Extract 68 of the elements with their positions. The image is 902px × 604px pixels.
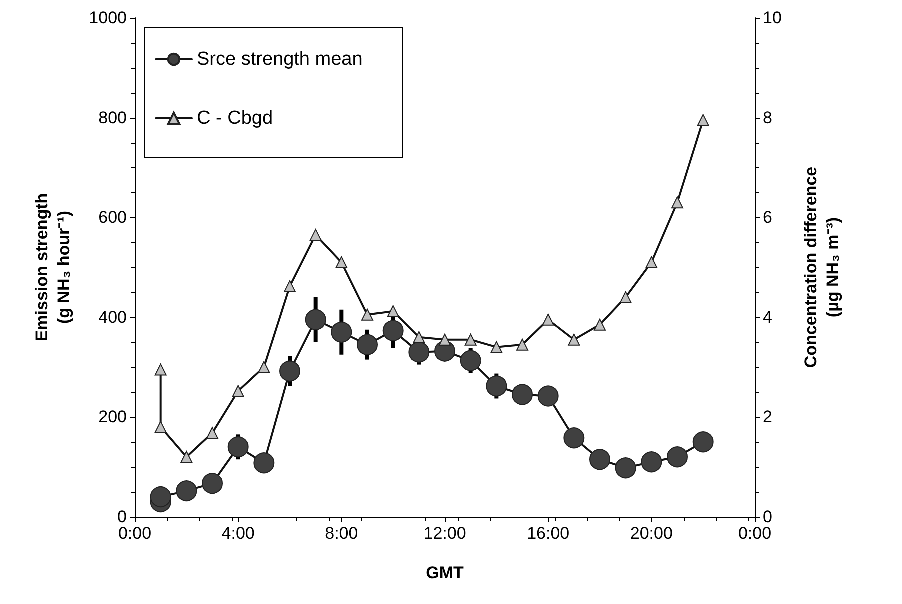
point bbox=[280, 360, 300, 382]
x-tick-label: 0:00 bbox=[118, 524, 152, 543]
y2-axis-title: Concentration difference (µg NH₃ m⁻³) bbox=[802, 166, 842, 368]
x-tick-label: 16:00 bbox=[527, 524, 570, 543]
point bbox=[490, 341, 503, 354]
point bbox=[542, 314, 554, 326]
point bbox=[202, 473, 223, 494]
point bbox=[258, 361, 270, 374]
y2-tick-label: 10 bbox=[763, 8, 782, 28]
point bbox=[464, 334, 477, 346]
y2-tick-label: 6 bbox=[763, 208, 772, 228]
y-tick-label: 400 bbox=[98, 308, 127, 327]
y-tick-label: 0 bbox=[118, 508, 127, 526]
point bbox=[697, 114, 710, 126]
point bbox=[362, 308, 374, 321]
y2-tick-label: 4 bbox=[763, 308, 772, 327]
point bbox=[154, 364, 167, 376]
y-tick-label: 800 bbox=[98, 108, 127, 128]
point bbox=[516, 338, 528, 351]
point bbox=[310, 229, 322, 242]
point bbox=[387, 305, 400, 318]
y-axis-title: Emission strength (g NH₃ hour⁻¹) bbox=[32, 193, 74, 342]
point bbox=[382, 320, 404, 342]
y2-tick-label: 8 bbox=[763, 108, 772, 128]
x-axis-title: GMT bbox=[426, 564, 464, 582]
point bbox=[692, 432, 714, 453]
y-tick-label: 200 bbox=[98, 408, 127, 427]
point bbox=[615, 458, 636, 479]
point bbox=[284, 280, 296, 292]
x-tick-label: 4:00 bbox=[222, 524, 255, 543]
point bbox=[672, 196, 684, 209]
point bbox=[641, 452, 662, 473]
point bbox=[460, 350, 482, 372]
point bbox=[512, 384, 533, 406]
x-tick-label: 0:00 bbox=[738, 524, 772, 543]
point bbox=[646, 256, 658, 269]
point bbox=[439, 334, 451, 346]
point bbox=[564, 428, 585, 449]
point bbox=[336, 256, 348, 269]
point bbox=[594, 318, 606, 331]
x-tick-label: 12:00 bbox=[424, 524, 466, 543]
point bbox=[538, 386, 559, 407]
point bbox=[180, 451, 193, 464]
point bbox=[154, 421, 167, 434]
point bbox=[568, 334, 580, 346]
point bbox=[305, 309, 326, 330]
point bbox=[667, 446, 688, 468]
point bbox=[620, 291, 632, 304]
x-tick-label: 20:00 bbox=[630, 524, 673, 543]
point bbox=[413, 331, 426, 344]
x-tick-label: 8:00 bbox=[325, 524, 358, 543]
legend-label: Srce strength mean bbox=[197, 49, 363, 70]
point bbox=[176, 480, 198, 502]
point bbox=[331, 322, 352, 343]
point bbox=[228, 436, 249, 458]
point bbox=[206, 427, 218, 440]
y2-tick-label: 0 bbox=[763, 508, 772, 526]
legend-label: C - Cbgd bbox=[197, 108, 274, 129]
point bbox=[408, 342, 430, 363]
point bbox=[232, 385, 244, 398]
y-tick-label: 600 bbox=[98, 208, 127, 228]
point bbox=[150, 486, 172, 508]
point bbox=[590, 449, 610, 470]
y2-tick-label: 2 bbox=[763, 408, 772, 427]
point bbox=[486, 376, 508, 397]
y-tick-label: 1000 bbox=[89, 8, 127, 28]
point bbox=[254, 452, 275, 474]
point bbox=[357, 334, 378, 356]
